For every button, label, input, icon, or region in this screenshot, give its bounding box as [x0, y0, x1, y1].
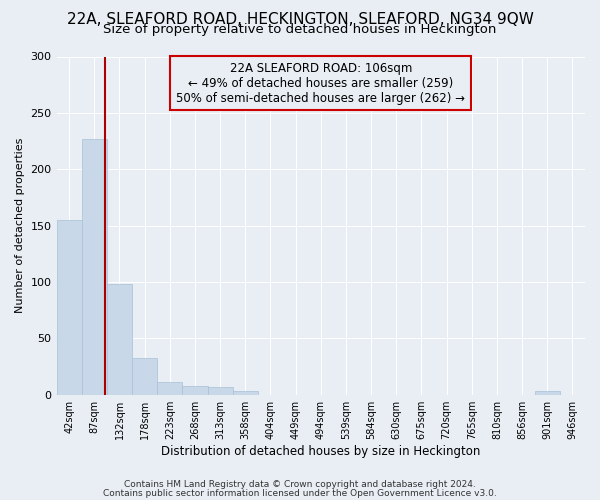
Bar [157, 382, 182, 394]
Bar [82, 139, 107, 394]
Bar [233, 392, 258, 394]
Y-axis label: Number of detached properties: Number of detached properties [15, 138, 25, 314]
Text: 22A, SLEAFORD ROAD, HECKINGTON, SLEAFORD, NG34 9QW: 22A, SLEAFORD ROAD, HECKINGTON, SLEAFORD… [67, 12, 533, 28]
Text: Contains public sector information licensed under the Open Government Licence v3: Contains public sector information licen… [103, 488, 497, 498]
Text: Size of property relative to detached houses in Heckington: Size of property relative to detached ho… [103, 22, 497, 36]
Bar [107, 284, 132, 395]
Bar [208, 387, 233, 394]
Bar [56, 220, 82, 394]
Text: Contains HM Land Registry data © Crown copyright and database right 2024.: Contains HM Land Registry data © Crown c… [124, 480, 476, 489]
Bar [182, 386, 208, 394]
Bar [535, 392, 560, 394]
Text: 22A SLEAFORD ROAD: 106sqm
← 49% of detached houses are smaller (259)
50% of semi: 22A SLEAFORD ROAD: 106sqm ← 49% of detac… [176, 62, 465, 104]
X-axis label: Distribution of detached houses by size in Heckington: Distribution of detached houses by size … [161, 444, 481, 458]
Bar [132, 358, 157, 395]
